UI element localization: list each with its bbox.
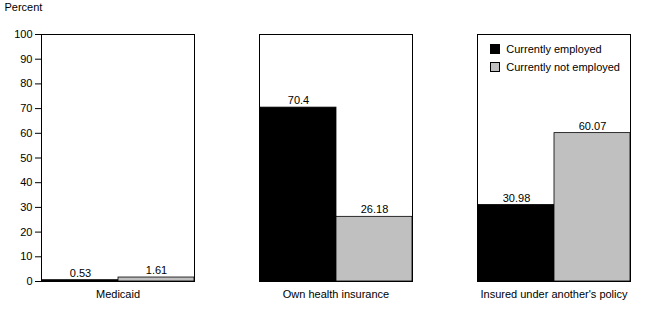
svg-text:0: 0 xyxy=(26,275,32,287)
html-text:Currently employed: Currently employed xyxy=(506,43,602,55)
svg-text:100: 100 xyxy=(14,28,32,40)
svg-text:70.4: 70.4 xyxy=(288,94,309,106)
svg-text:Own health insurance: Own health insurance xyxy=(283,288,389,300)
svg-text:10: 10 xyxy=(20,250,32,262)
svg-text:60.07: 60.07 xyxy=(579,120,607,132)
svg-text:20: 20 xyxy=(20,226,32,238)
svg-text:26.18: 26.18 xyxy=(361,203,389,215)
svg-text:Medicaid: Medicaid xyxy=(96,288,140,300)
svg-text:Insured under another's policy: Insured under another's policy xyxy=(480,288,628,300)
svg-text:50: 50 xyxy=(20,152,32,164)
svg-text:30.98: 30.98 xyxy=(503,191,531,203)
svg-text:70: 70 xyxy=(20,102,32,114)
svg-text:80: 80 xyxy=(20,77,32,89)
svg-text:40: 40 xyxy=(20,176,32,188)
svg-text:60: 60 xyxy=(20,127,32,139)
svg-text:30: 30 xyxy=(20,201,32,213)
svg-text:Percent: Percent xyxy=(5,1,43,13)
svg-text:0.53: 0.53 xyxy=(70,267,91,279)
svg-text:90: 90 xyxy=(20,53,32,65)
html-text:Currently not employed: Currently not employed xyxy=(506,61,620,73)
svg-text:1.61: 1.61 xyxy=(146,264,167,276)
